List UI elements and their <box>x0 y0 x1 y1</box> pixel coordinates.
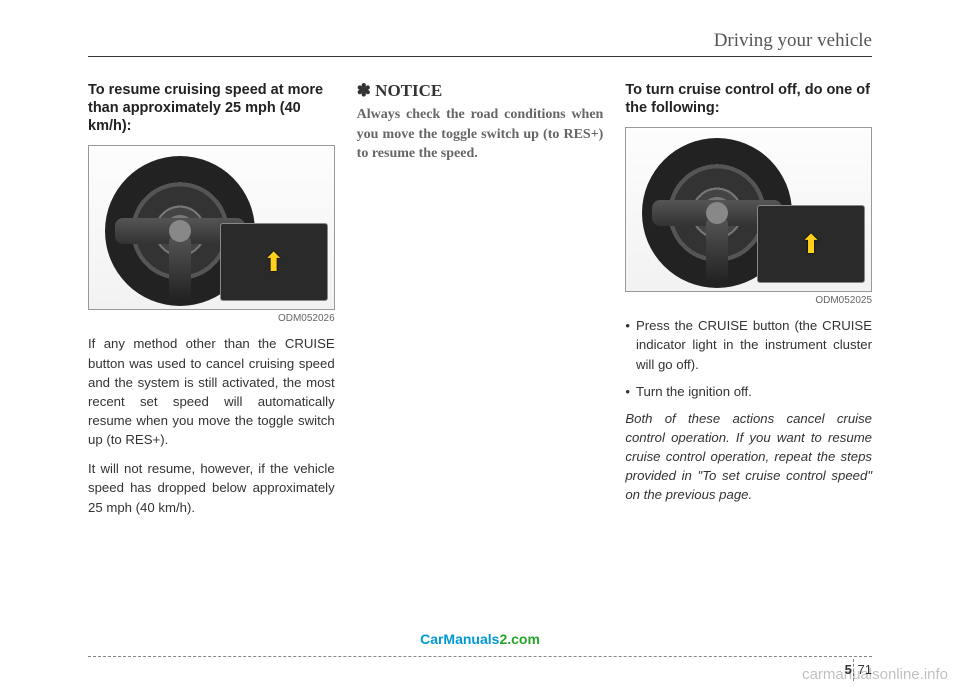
site-watermark: carmanualsonline.info <box>802 666 948 683</box>
col1-body: If any method other than the CRUISE butt… <box>88 334 335 516</box>
wm-part-b: 2.com <box>499 631 539 647</box>
bullet-1: • Press the CRUISE button (the CRUISE in… <box>625 316 872 373</box>
bullet-2-text: Turn the ignition off. <box>636 382 752 401</box>
bullet-2: • Turn the ignition off. <box>625 382 872 401</box>
notice-label: NOTICE <box>375 81 442 100</box>
col3-heading: To turn cruise control off, do one of th… <box>625 81 872 117</box>
column-2: ✽ NOTICE Always check the road condition… <box>357 81 604 527</box>
col3-italic: Both of these actions cancel cruise cont… <box>625 409 872 505</box>
figure-turn-off: ⬆ <box>625 127 872 292</box>
col1-p1: If any method other than the CRUISE butt… <box>88 334 335 449</box>
control-inset: ⬆ <box>220 223 328 301</box>
figure-resume-speed: ⬆ <box>88 145 335 310</box>
bullet-dot: • <box>625 316 630 373</box>
notice-symbol: ✽ <box>357 81 371 100</box>
footer-dashline <box>88 656 872 657</box>
columns: To resume cruising speed at more than ap… <box>88 81 872 527</box>
carmanuals-watermark: CarManuals2.com <box>420 631 540 647</box>
section-header: Driving your vehicle <box>88 30 872 57</box>
figure-code-2: ODM052025 <box>625 295 872 306</box>
arrow-up-icon: ⬆ <box>263 247 285 278</box>
col1-heading: To resume cruising speed at more than ap… <box>88 81 335 135</box>
wm-part-a: CarManuals <box>420 631 499 647</box>
column-3: To turn cruise control off, do one of th… <box>625 81 872 527</box>
bullet-1-text: Press the CRUISE button (the CRUISE indi… <box>636 316 872 373</box>
control-inset: ⬆ <box>757 205 865 283</box>
figure-code-1: ODM052026 <box>88 313 335 324</box>
column-1: To resume cruising speed at more than ap… <box>88 81 335 527</box>
bullet-dot: • <box>625 382 630 401</box>
col1-p2: It will not resume, however, if the vehi… <box>88 459 335 516</box>
notice-body: Always check the road conditions when yo… <box>357 105 604 164</box>
notice-heading: ✽ NOTICE <box>357 81 604 101</box>
arrow-up-icon: ⬆ <box>800 229 822 260</box>
